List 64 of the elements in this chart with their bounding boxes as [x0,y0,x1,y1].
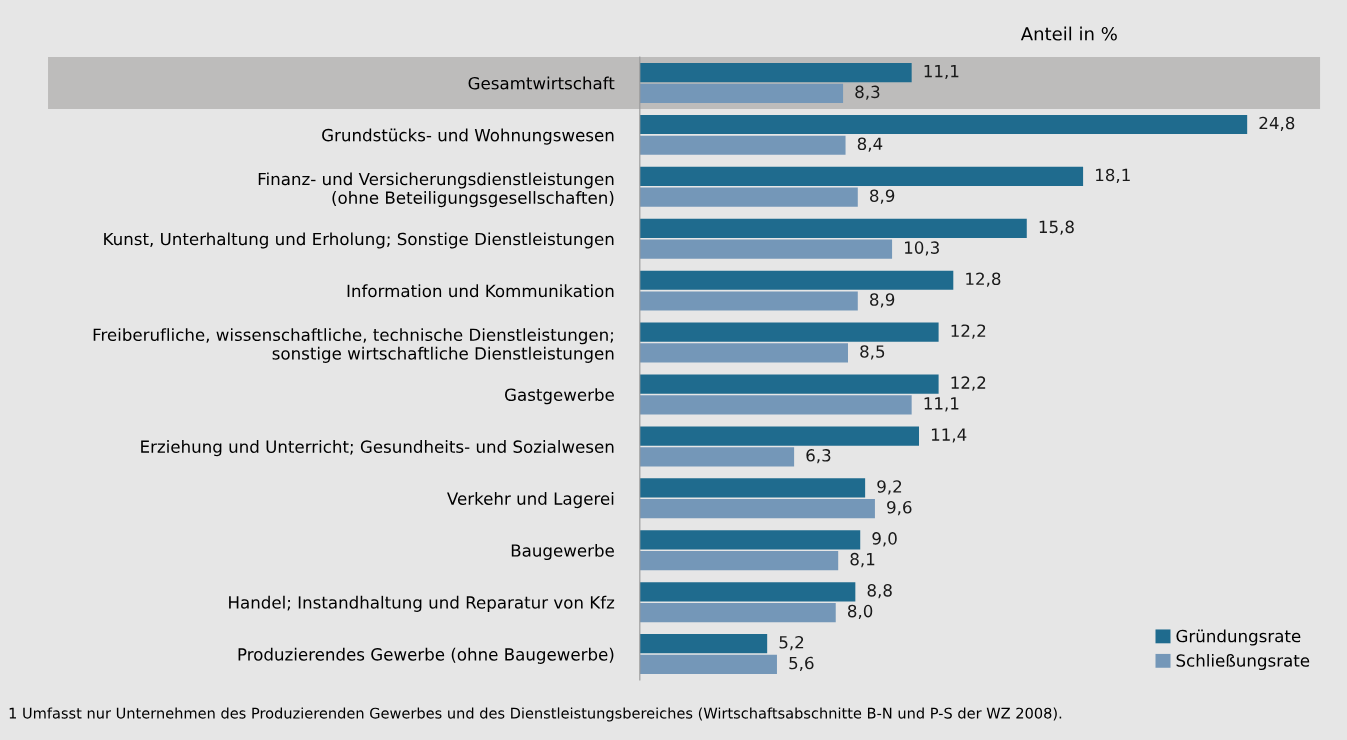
legend-label: Schließungsrate [1176,653,1310,671]
data-label: 8,8 [867,584,892,599]
y-tick-label: Produzierendes Gewerbe (ohne Baugewerbe) [238,647,614,664]
bar [639,374,939,394]
bar [639,395,912,415]
bar [639,634,768,654]
data-label: 8,3 [855,85,880,100]
data-label: 10,3 [905,241,939,256]
data-label: 9,2 [877,480,902,495]
data-label: 8,9 [870,293,895,308]
data-label: 6,3 [806,449,831,464]
data-label: 24,8 [1259,116,1295,132]
bar [639,654,777,675]
bar [639,239,893,259]
bar [639,322,939,342]
y-tick-label: Information und Kommunikation [347,284,614,298]
data-label: 8,0 [847,604,873,620]
y-tick-label: Erziehung und Unterricht; Gesundheits- und Sozialwesen [141,440,614,457]
bar [639,218,1027,238]
data-label: 11,1 [924,397,959,412]
bar [639,291,858,311]
bar [639,135,846,155]
y-tick-label: Finanz- und Versicherungsdienstleistungen (ohne Beteiligungsgesellschaften) [258,172,614,208]
data-label: 12,2 [951,376,986,391]
data-label: 9,0 [872,532,897,547]
bar [639,447,795,467]
data-label: 11,1 [924,65,959,80]
bar [639,499,875,519]
data-label: 8,1 [850,552,875,568]
y-tick-label: Baugewerbe [511,543,614,561]
bar [639,187,858,207]
y-tick-label: Handel; Instandhaltung und Reparatur von Kfz [229,595,615,612]
y-tick-label: Gesamtwirtschaft [468,76,615,90]
y-tick-label: Grundstücks- und Wohnungswesen [322,128,614,145]
legend-label: Gründungsrate [1176,629,1301,646]
y-tick-label: Gastgewerbe [505,388,614,405]
bar [639,62,912,83]
text: 1 Umfasst nur Unternehmen des Produzierenden Gewerbes und des Dienstleistungsbereiches (Wirtschaftsabschnitte B-N und P-S der WZ 2008). [9,707,1062,722]
chart-title: Anteil in % [1020,26,1117,41]
data-label: 8,9 [870,189,895,204]
bar [639,270,954,290]
bar [639,83,844,103]
bar [639,602,836,623]
bar [639,426,920,446]
y-tick-label: Kunst, Unterhaltung und Erholung; Sonstige Dienstleistungen [104,232,614,249]
data-label: 9,6 [887,500,912,516]
y-tick-label: Freiberufliche, wissenschaftliche, technische Dienstleistungen; sonstige wirtschaftliche Dienstleistungen [93,328,614,363]
data-label: 12,8 [966,272,1001,287]
bar [639,114,1248,135]
bar [639,551,839,571]
data-label: 15,8 [1039,220,1074,235]
bar [639,582,856,602]
bar [639,343,848,363]
data-label: 8,4 [857,137,883,152]
data-label: 5,2 [779,635,804,651]
data-label: 8,5 [860,345,885,360]
data-label: 11,4 [931,428,967,443]
bar [639,166,1084,187]
bar [639,478,866,498]
y-tick-label: Verkehr und Lagerei [447,492,614,509]
data-label: 12,2 [951,324,986,339]
data-label: 18,1 [1096,168,1130,183]
data-label: 5,6 [789,656,814,672]
bar [639,530,861,550]
